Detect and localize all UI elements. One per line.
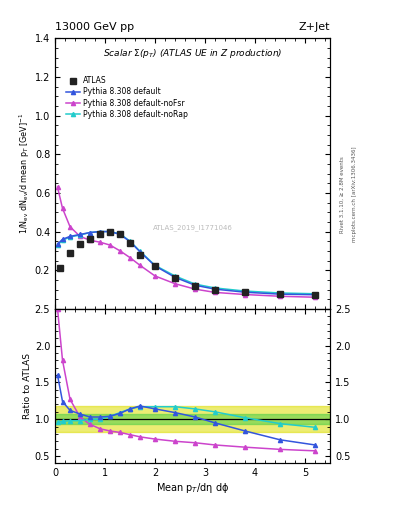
- Text: mcplots.cern.ch [arXiv:1306.3436]: mcplots.cern.ch [arXiv:1306.3436]: [352, 147, 357, 242]
- Text: Scalar $\Sigma$(p$_T$) (ATLAS UE in Z production): Scalar $\Sigma$(p$_T$) (ATLAS UE in Z pr…: [103, 47, 282, 59]
- Text: 13000 GeV pp: 13000 GeV pp: [55, 22, 134, 32]
- Text: Z+Jet: Z+Jet: [299, 22, 330, 32]
- Y-axis label: Ratio to ATLAS: Ratio to ATLAS: [23, 353, 32, 419]
- Y-axis label: 1/N$_\mathrm{ev}$ dN$_\mathrm{ev}$/d mean p$_T$ [GeV]$^{-1}$: 1/N$_\mathrm{ev}$ dN$_\mathrm{ev}$/d mea…: [18, 113, 32, 234]
- Text: Rivet 3.1.10, ≥ 2.8M events: Rivet 3.1.10, ≥ 2.8M events: [340, 156, 345, 233]
- Legend: ATLAS, Pythia 8.308 default, Pythia 8.308 default-noFsr, Pythia 8.308 default-no: ATLAS, Pythia 8.308 default, Pythia 8.30…: [64, 75, 189, 121]
- X-axis label: Mean p$_{T}$/dη dϕ: Mean p$_{T}$/dη dϕ: [156, 481, 229, 495]
- Text: ATLAS_2019_I1771046: ATLAS_2019_I1771046: [152, 224, 233, 231]
